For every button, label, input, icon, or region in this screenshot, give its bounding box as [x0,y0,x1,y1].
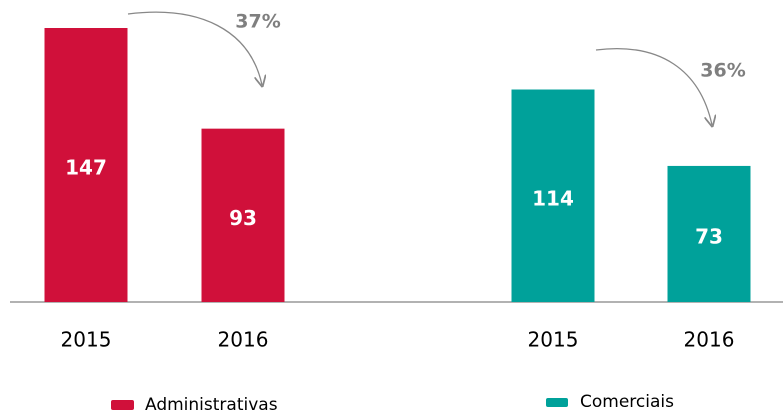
value-label: 147 [65,156,107,180]
x-tick-label: 2015 [528,328,579,352]
bar [44,28,128,302]
legend-label: Comerciais [580,392,674,412]
arrow [595,48,712,125]
x-tick-label: 2016 [684,328,735,352]
bar [667,165,751,302]
annotation: 37% [235,11,280,33]
x-tick-label: 2016 [218,328,269,352]
value-label: 73 [695,224,723,248]
annotation: 36% [700,60,745,82]
legend-swatch [546,398,568,407]
value-label: 114 [532,186,574,210]
bar [511,89,595,303]
x-tick-label: 2015 [61,328,112,352]
legend-label: Administrativas [145,395,278,414]
legend-swatch [111,400,134,410]
bar [201,128,285,302]
value-label: 93 [229,206,257,230]
arrow [127,11,262,85]
